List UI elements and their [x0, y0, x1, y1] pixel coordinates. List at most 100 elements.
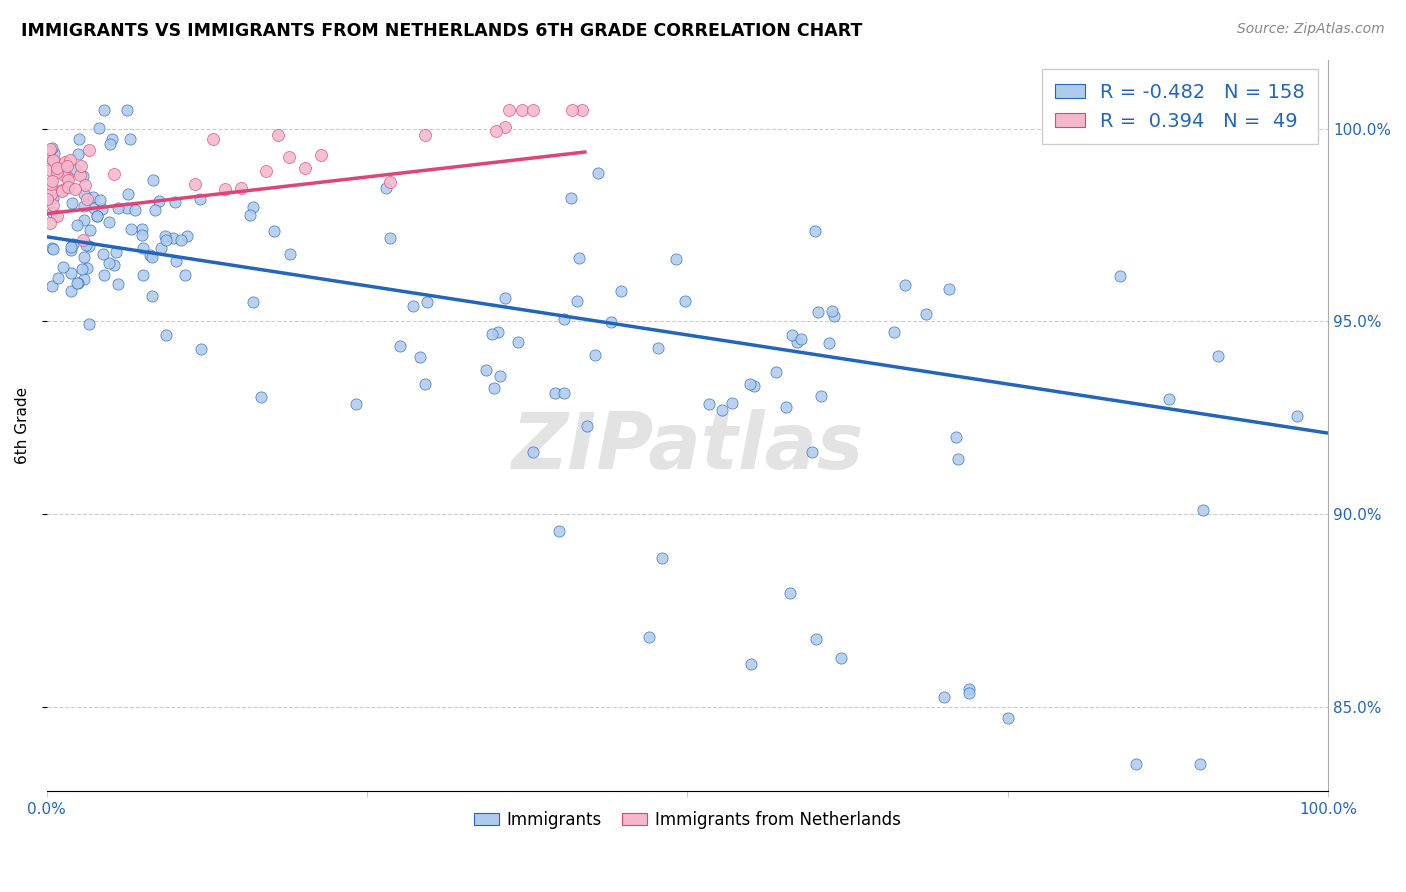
Point: [75, 237, 97, 252]
Point: [789, 332, 811, 346]
Point: [821, 303, 844, 318]
Point: [41, 174, 63, 188]
Point: [489, 368, 512, 383]
Point: [55, 155, 77, 169]
Y-axis label: 6th Grade: 6th Grade: [15, 387, 30, 464]
Point: [957, 686, 980, 700]
Point: [75, 178, 97, 192]
Point: [202, 132, 225, 146]
Point: [553, 385, 575, 400]
Point: [62, 236, 84, 251]
Point: [957, 681, 980, 696]
Point: [101, 132, 124, 146]
Point: [77, 317, 100, 331]
Point: [41, 278, 63, 293]
Point: [561, 103, 583, 117]
Point: [807, 305, 830, 319]
Point: [710, 402, 733, 417]
Point: [132, 268, 155, 282]
Point: [378, 231, 401, 245]
Point: [1206, 349, 1229, 363]
Point: [51, 185, 73, 199]
Point: [388, 339, 411, 353]
Point: [401, 299, 423, 313]
Point: [938, 282, 960, 296]
Point: [46, 165, 69, 179]
Point: [494, 120, 516, 134]
Point: [86, 209, 108, 223]
Point: [575, 419, 598, 434]
Point: [311, 147, 333, 161]
Point: [70, 261, 93, 276]
Point: [804, 632, 827, 646]
Point: [482, 381, 505, 395]
Point: [1285, 409, 1308, 423]
Point: [163, 194, 186, 209]
Point: [117, 103, 139, 117]
Point: [883, 325, 905, 339]
Point: [51, 163, 73, 178]
Point: [786, 334, 808, 349]
Point: [42, 197, 65, 211]
Point: [165, 253, 187, 268]
Point: [1188, 757, 1211, 772]
Point: [66, 276, 89, 290]
Point: [42, 146, 65, 161]
Point: [59, 284, 82, 298]
Point: [344, 397, 367, 411]
Point: [141, 251, 163, 265]
Point: [508, 334, 530, 349]
Point: [239, 208, 262, 222]
Point: [378, 175, 401, 189]
Point: [39, 186, 62, 201]
Point: [183, 178, 205, 192]
Point: [73, 212, 96, 227]
Point: [59, 266, 82, 280]
Point: [60, 196, 83, 211]
Point: [804, 224, 827, 238]
Point: [91, 202, 114, 216]
Point: [174, 268, 197, 282]
Point: [98, 137, 121, 152]
Point: [131, 228, 153, 243]
Point: [294, 161, 316, 176]
Point: [73, 272, 96, 286]
Point: [780, 327, 803, 342]
Point: [948, 451, 970, 466]
Point: [188, 192, 211, 206]
Point: [86, 209, 108, 223]
Point: [409, 350, 432, 364]
Point: [817, 335, 839, 350]
Point: [155, 234, 177, 248]
Point: [155, 229, 177, 244]
Point: [67, 131, 90, 145]
Point: [41, 204, 63, 219]
Point: [997, 711, 1019, 725]
Point: [278, 247, 301, 261]
Point: [568, 251, 591, 265]
Point: [131, 222, 153, 236]
Point: [214, 182, 236, 196]
Point: [697, 397, 720, 411]
Point: [162, 231, 184, 245]
Point: [56, 173, 79, 187]
Point: [801, 444, 824, 458]
Point: [932, 690, 955, 704]
Point: [63, 162, 86, 177]
Point: [155, 328, 177, 343]
Point: [56, 180, 79, 194]
Point: [583, 348, 606, 362]
Point: [242, 295, 264, 310]
Point: [60, 244, 83, 258]
Point: [553, 311, 575, 326]
Point: [651, 551, 673, 566]
Point: [132, 241, 155, 255]
Point: [894, 277, 917, 292]
Point: [42, 153, 65, 167]
Point: [565, 293, 588, 308]
Text: IMMIGRANTS VS IMMIGRANTS FROM NETHERLANDS 6TH GRADE CORRELATION CHART: IMMIGRANTS VS IMMIGRANTS FROM NETHERLAND…: [21, 22, 862, 40]
Point: [740, 376, 762, 391]
Point: [823, 309, 845, 323]
Point: [93, 268, 115, 283]
Point: [721, 396, 744, 410]
